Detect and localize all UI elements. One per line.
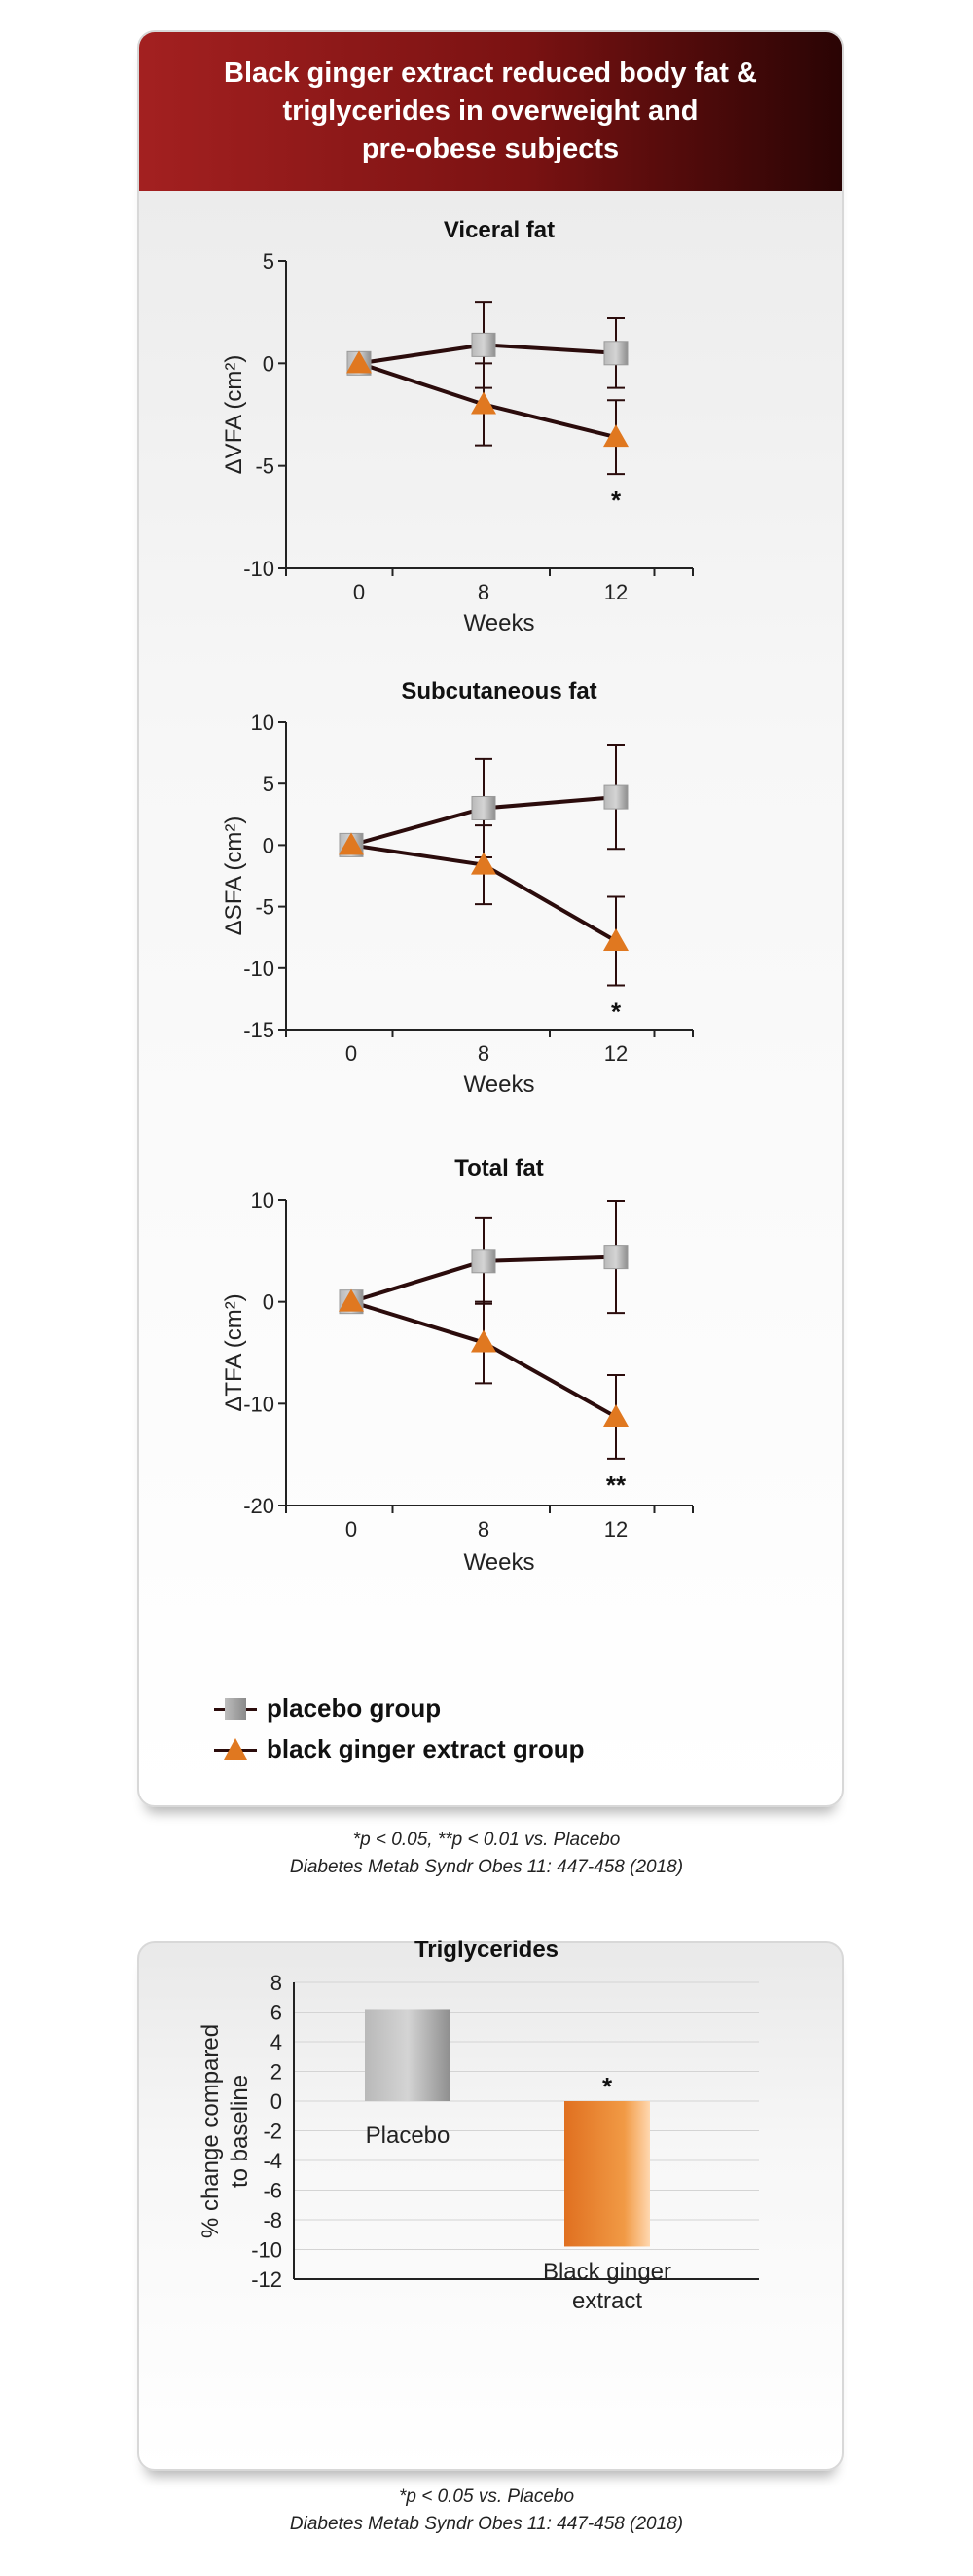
x-tick-label: 8 (478, 1041, 489, 1066)
y-tick-label: 0 (263, 351, 274, 376)
significance-marker: * (602, 2072, 613, 2101)
legend-item-placebo: placebo group (214, 1693, 441, 1723)
y-tick-label: 0 (270, 2089, 282, 2114)
y-axis-label: ΔTFA (cm²) (221, 1293, 247, 1411)
y-tick-label: -15 (243, 1018, 274, 1042)
category-label-extract: Black ginger extract (543, 2259, 671, 2314)
y-tick-label: -12 (251, 2268, 282, 2292)
chart-title: Triglycerides (414, 1937, 559, 1963)
placebo-point (471, 332, 496, 357)
extract-point (471, 852, 496, 875)
category-label-extract-line1: Black ginger (543, 2259, 671, 2285)
extract-point (603, 424, 629, 448)
y-axis-label-line1: % change compared (198, 2024, 224, 2238)
category-label-placebo: Placebo (366, 2122, 450, 2149)
y-axis-label: ΔSFA (cm²) (221, 816, 247, 936)
y-tick-label: 8 (270, 1971, 282, 1995)
caption-1-significance: *p < 0.05, **p < 0.01 vs. Placebo (352, 1830, 621, 1850)
extract-point (471, 391, 496, 415)
caption-2: *p < 0.05 vs. Placebo Diabetes Metab Syn… (0, 2484, 973, 2538)
placebo-point (603, 341, 629, 366)
chart-title: Subcutaneous fat (401, 678, 596, 705)
y-tick-label: 6 (270, 2001, 282, 2025)
y-tick-label: 10 (251, 710, 274, 735)
bar-placebo (365, 2009, 450, 2101)
y-tick-label: -6 (263, 2179, 282, 2203)
y-axis-label-line2: to baseline (227, 2075, 253, 2188)
extract-point (603, 927, 629, 951)
y-tick-label: -10 (251, 2238, 282, 2263)
x-axis-label: Weeks (464, 610, 535, 636)
chart-title: Total fat (454, 1155, 544, 1181)
y-tick-label: -10 (243, 1392, 274, 1416)
triangle-marker-icon (214, 1735, 257, 1764)
y-tick-label: -2 (263, 2120, 282, 2144)
x-tick-label: 0 (353, 580, 365, 604)
x-axis-label: Weeks (464, 1071, 535, 1098)
body-fat-card: Black ginger extract reduced body fat & … (137, 30, 844, 1807)
legend-item-extract: black ginger extract group (214, 1734, 585, 1764)
y-axis-label: ΔVFA (cm²) (221, 355, 247, 475)
y-tick-label: -10 (243, 957, 274, 981)
caption-2-citation: Diabetes Metab Syndr Obes 11: 447-458 (2… (289, 2514, 684, 2534)
caption-2-significance: *p < 0.05 vs. Placebo (398, 2486, 575, 2507)
banner-title: Black ginger extract reduced body fat & … (139, 32, 842, 191)
extract-point (603, 1403, 629, 1427)
placebo-point (603, 784, 629, 810)
significance-marker: * (611, 997, 622, 1026)
y-tick-label: -20 (243, 1494, 274, 1518)
caption-1-citation: Diabetes Metab Syndr Obes 11: 447-458 (2… (289, 1857, 684, 1877)
extract-point (346, 350, 372, 374)
triglycerides-card (137, 1941, 844, 2471)
y-tick-label: 5 (263, 249, 274, 273)
y-tick-label: 10 (251, 1188, 274, 1213)
extract-point (339, 832, 364, 855)
x-tick-label: 0 (345, 1041, 357, 1066)
x-tick-label: 0 (345, 1517, 357, 1542)
legend-label-extract: black ginger extract group (267, 1734, 585, 1763)
y-tick-label: 5 (263, 772, 274, 796)
caption-1: *p < 0.05, **p < 0.01 vs. Placebo Diabet… (0, 1827, 973, 1881)
category-label-extract-line2: extract (572, 2288, 642, 2314)
y-tick-label: 0 (263, 1290, 274, 1315)
y-tick-label: -5 (255, 895, 274, 920)
y-tick-label: -10 (243, 557, 274, 581)
y-tick-label: -5 (255, 454, 274, 479)
y-tick-label: 4 (270, 2030, 282, 2054)
x-tick-label: 12 (604, 1517, 628, 1542)
square-marker-icon (214, 1694, 257, 1723)
significance-marker: ** (606, 1470, 627, 1500)
bar-extract (564, 2101, 650, 2247)
y-axis-label: % change compared to baseline (198, 2024, 253, 2238)
significance-marker: * (611, 486, 622, 515)
placebo-point (471, 1249, 496, 1274)
y-tick-label: 2 (270, 2060, 282, 2085)
y-tick-label: -4 (263, 2149, 282, 2173)
chart-title: Viceral fat (444, 217, 555, 243)
extract-point (339, 1288, 364, 1312)
placebo-point (603, 1245, 629, 1270)
x-tick-label: 8 (478, 580, 489, 604)
x-axis-label: Weeks (464, 1549, 535, 1576)
y-tick-label: -8 (263, 2208, 282, 2232)
y-tick-label: 0 (263, 833, 274, 857)
placebo-point (471, 795, 496, 820)
x-tick-label: 12 (604, 580, 628, 604)
x-tick-label: 12 (604, 1041, 628, 1066)
legend-label-placebo: placebo group (267, 1693, 442, 1723)
x-tick-label: 8 (478, 1517, 489, 1542)
extract-point (471, 1329, 496, 1353)
